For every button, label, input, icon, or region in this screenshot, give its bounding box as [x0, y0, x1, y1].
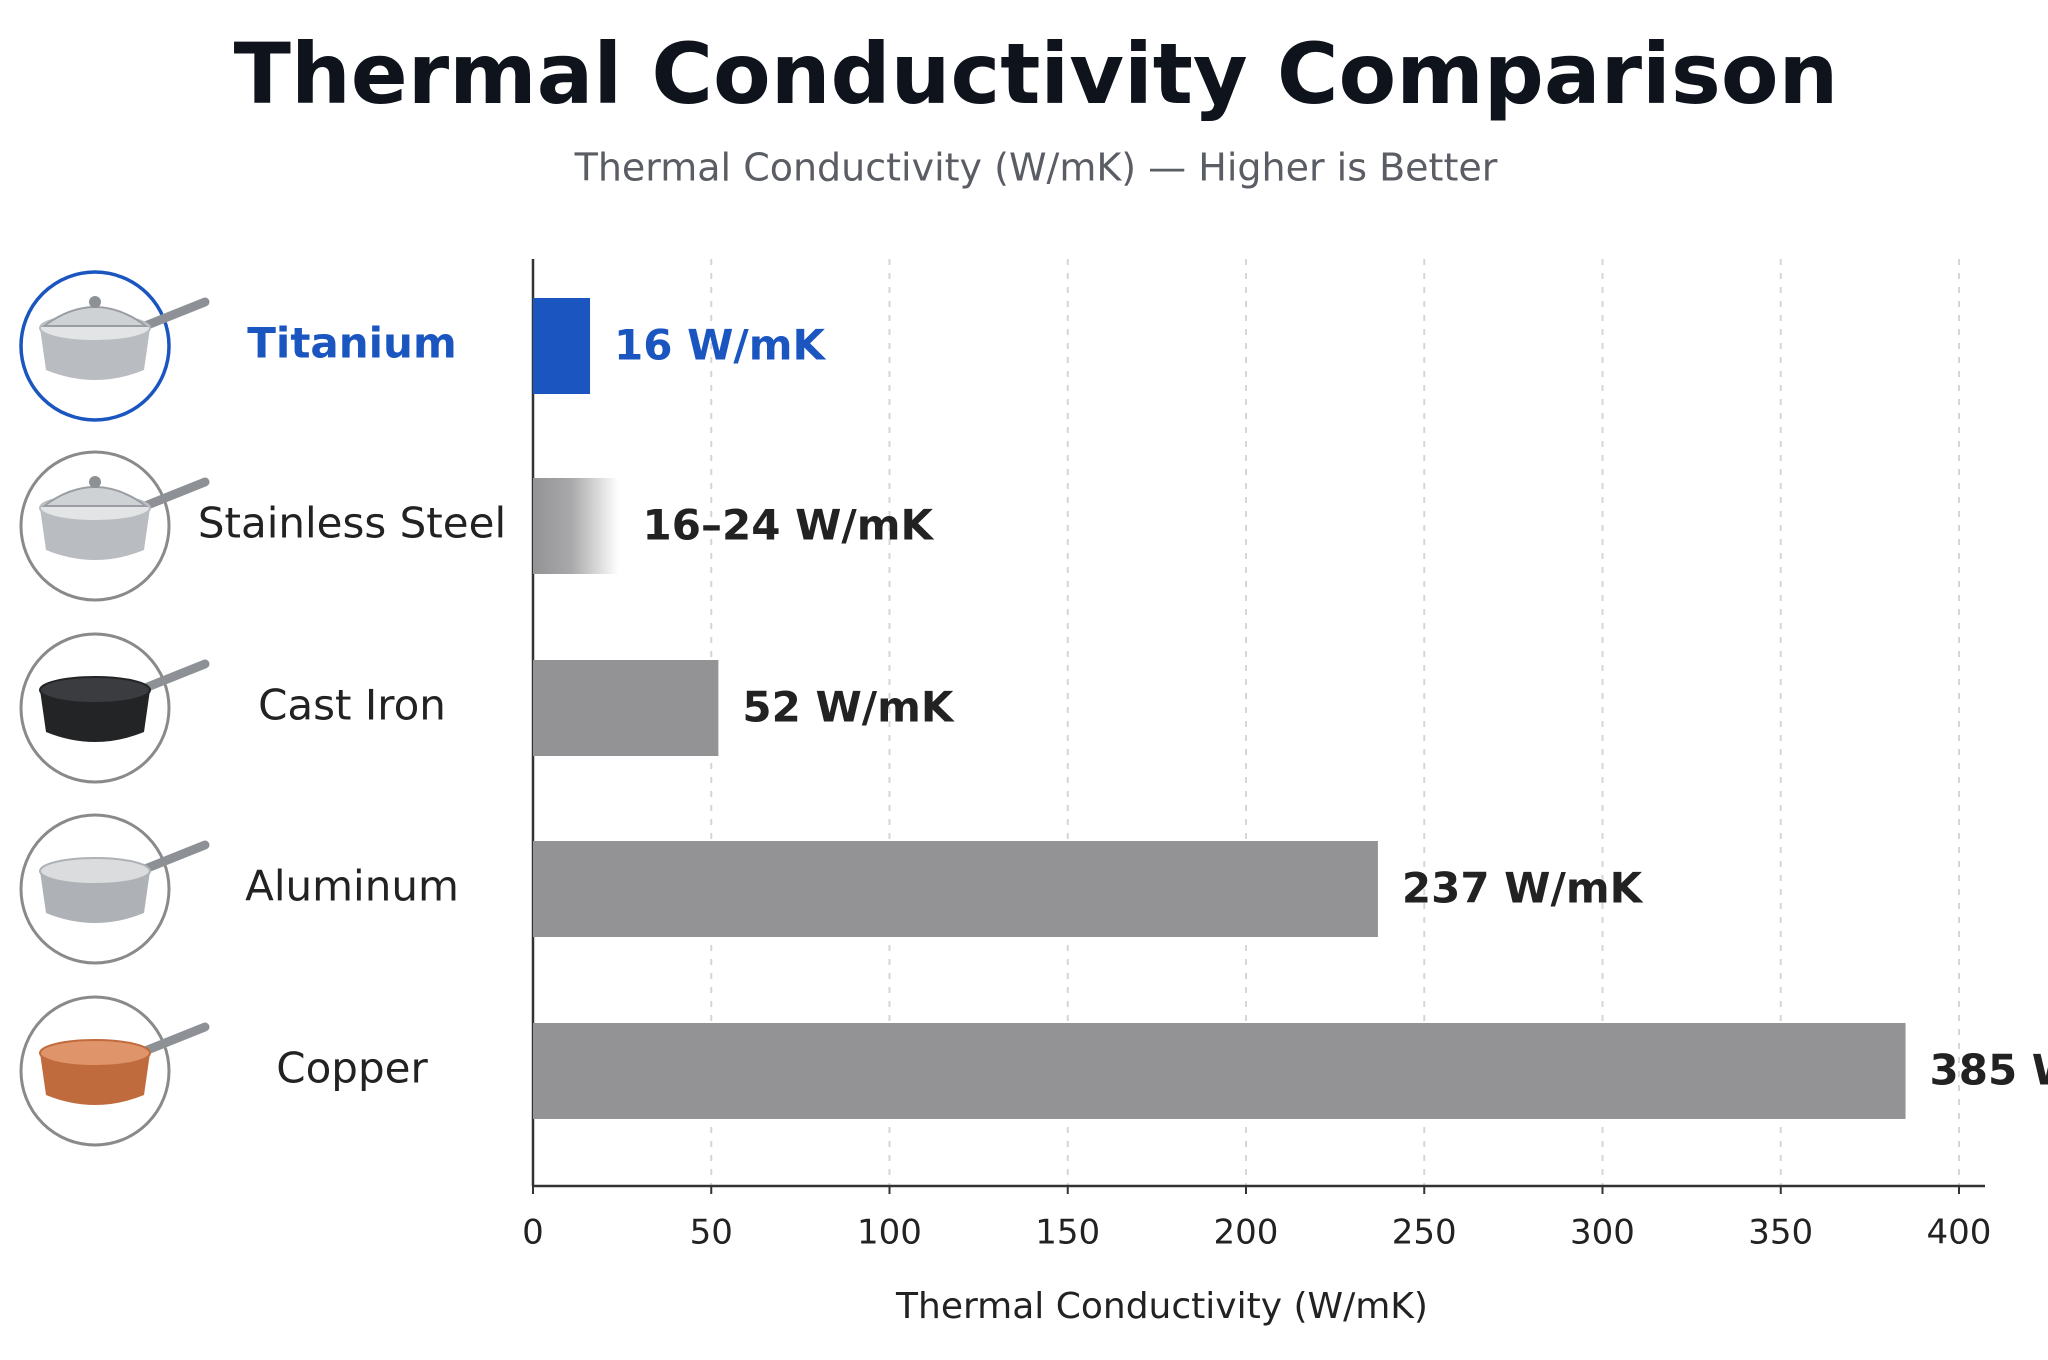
x-axis-title: Thermal Conductivity (W/mK)	[895, 1286, 1428, 1327]
pan-handle	[135, 297, 210, 333]
category-icon	[19, 995, 210, 1147]
category-label: Titanium	[247, 319, 456, 368]
category-icon	[19, 270, 210, 422]
category-label: Cast Iron	[258, 681, 446, 730]
pan-rim	[39, 857, 151, 885]
pan-body	[40, 871, 150, 923]
value-label: 52 W/mK	[742, 683, 955, 732]
pan-rim	[39, 1039, 151, 1067]
x-tick-label: 150	[1035, 1213, 1100, 1253]
pan-handle	[135, 477, 210, 513]
bar	[533, 841, 1378, 937]
x-tick-label: 300	[1570, 1213, 1635, 1253]
x-tick-label: 350	[1748, 1213, 1813, 1253]
lid-knob	[89, 296, 101, 308]
value-label: 237 W/mK	[1402, 864, 1644, 913]
value-label: 16–24 W/mK	[643, 501, 935, 550]
pan-body	[40, 328, 150, 380]
bar	[533, 660, 719, 756]
lid-knob	[89, 476, 101, 488]
pan-body	[40, 508, 150, 560]
pan-handle	[135, 840, 210, 876]
value-label: 385 W/mK	[1930, 1046, 2048, 1095]
x-tick-label: 400	[1927, 1213, 1992, 1253]
bar	[533, 478, 619, 574]
bar	[533, 1023, 1906, 1119]
pan-body	[40, 690, 150, 742]
category-label: Copper	[276, 1044, 428, 1093]
pan-handle	[135, 659, 210, 695]
category-icon	[19, 632, 210, 784]
bar	[533, 298, 591, 394]
chart-subtitle: Thermal Conductivity (W/mK) — Higher is …	[574, 146, 1498, 190]
x-tick-label: 200	[1214, 1213, 1279, 1253]
x-tick-label: 0	[522, 1213, 544, 1253]
chart-title: Thermal Conductivity Comparison	[234, 25, 1839, 123]
pan-lid	[40, 486, 150, 507]
pan-lid	[40, 306, 150, 327]
x-tick-label: 250	[1392, 1213, 1457, 1253]
x-tick-label: 100	[857, 1213, 922, 1253]
category-icon	[19, 450, 210, 602]
category-label: Stainless Steel	[198, 499, 506, 548]
category-label: Aluminum	[245, 862, 459, 911]
pan-handle	[135, 1022, 210, 1058]
pan-rim	[39, 676, 151, 704]
value-label: 16 W/mK	[614, 321, 827, 370]
pan-body	[40, 1053, 150, 1105]
x-tick-label: 50	[690, 1213, 733, 1253]
category-icon	[19, 813, 210, 965]
